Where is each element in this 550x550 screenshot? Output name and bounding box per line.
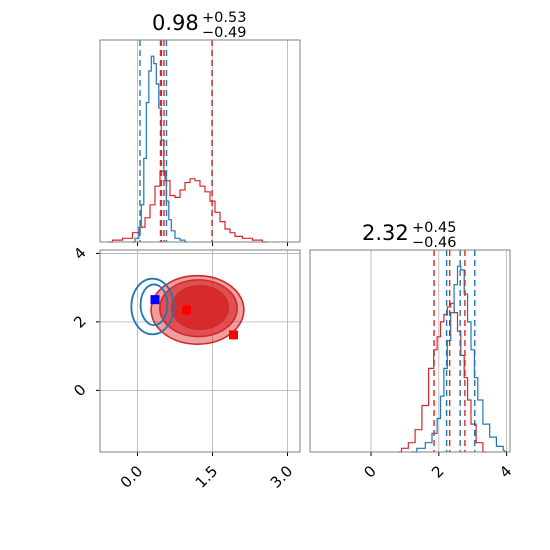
title-param2: 2.32 +0.45 −0.46 [362,220,456,251]
title-param2-minus: −0.46 [412,235,456,251]
y-tick-label: 4 [70,244,89,263]
title-param1-value: 0.98 [152,11,199,35]
marker-red-3 [229,330,238,340]
title-param2-plus: +0.45 [412,220,456,236]
marginal-param2-frame [309,249,511,453]
joint-param1-param2-panel [96,249,301,456]
blue-contour-1 [130,277,175,336]
histogram-red [107,170,268,243]
marginal-param1-frame [99,39,301,243]
y-tick-label: 2 [70,312,89,331]
histogram-blue [132,55,188,243]
red-contour-3 [171,284,229,331]
x-tick-label: 0 [360,462,379,481]
histogram-red [398,302,487,453]
x-tick-labels-param2: 0 2 4 [360,462,515,481]
blue-contour-2 [139,283,169,327]
marker-red-2 [182,305,191,315]
y-tick-labels-param2: 0 2 4 [70,244,89,400]
x-tick-label: 2 [428,462,447,481]
histogram-blue [411,265,507,453]
x-tick-label: 1.5 [192,462,222,492]
marginal-param1-panel [99,39,301,246]
x-tick-label: 4 [496,462,515,481]
y-tick-label: 0 [70,381,89,400]
title-param1-plus: +0.53 [202,10,246,26]
marginal-param2-panel [309,249,511,456]
marker-blue-1 [150,295,160,305]
x-tick-labels-param1: 0.0 1.5 3.0 [117,462,297,492]
title-param1-minus: −0.49 [202,25,246,41]
x-tick-label: 3.0 [267,462,297,492]
title-param2-value: 2.32 [362,221,409,245]
title-param1: 0.98 +0.53 −0.49 [152,10,246,41]
x-tick-label: 0.0 [117,462,147,492]
joint-frame [99,249,301,453]
